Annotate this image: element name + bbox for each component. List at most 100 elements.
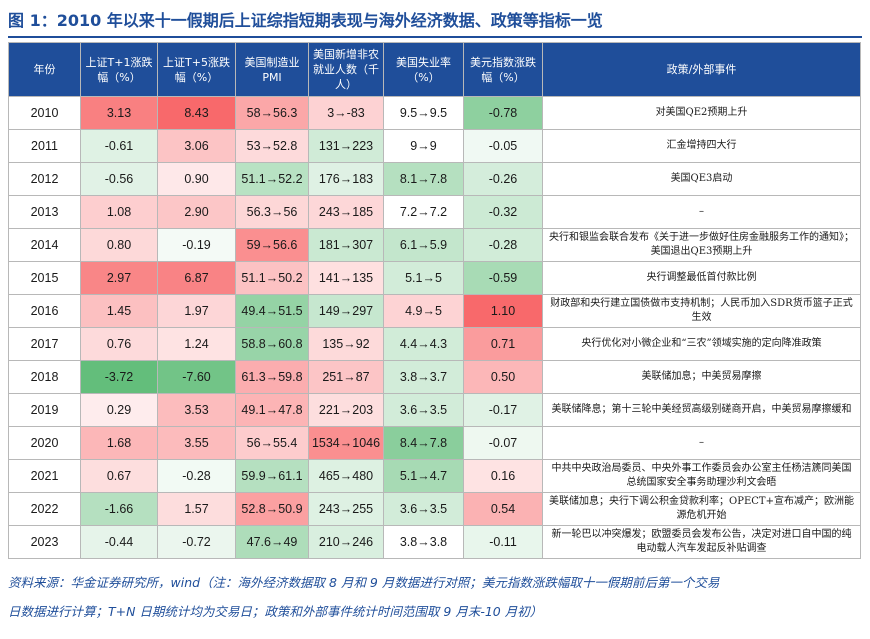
table-row: 2017 0.76 1.24 58.8→60.8 135→92 4.4→4.3 0.71 央行… xyxy=(8,327,861,361)
source-note-line-1: 资料来源：华金证券研究所，wind（注：海外经济数据取 8 月和 9 月数据进行… xyxy=(8,575,720,590)
unemployment-cell: 4.4→4.3 xyxy=(383,327,464,361)
nfp-cell: 243→255 xyxy=(308,492,384,526)
usd-index-cell: -0.28 xyxy=(463,228,543,262)
unemployment-cell: 4.9→5 xyxy=(383,294,464,328)
source-note: 资料来源：华金证券研究所，wind（注：海外经济数据取 8 月和 9 月数据进行… xyxy=(8,568,862,626)
year-cell: 2020 xyxy=(8,426,81,460)
nfp-cell: 141→135 xyxy=(308,261,384,295)
unemployment-cell: 8.4→7.8 xyxy=(383,426,464,460)
table-row: 2020 1.68 3.55 56→55.4 1534→1046 8.4→7.8 -0.07… xyxy=(8,426,861,460)
t5-cell: 1.24 xyxy=(157,327,236,361)
usd-index-cell: -0.05 xyxy=(463,129,543,163)
t1-cell: 0.76 xyxy=(80,327,158,361)
table-row: 2023 -0.44 -0.72 47.6→49 210→246 3.8→3.8 -0.11… xyxy=(8,525,861,559)
header-t5: 上证T+5涨跌幅（%） xyxy=(157,42,236,97)
unemployment-cell: 9→9 xyxy=(383,129,464,163)
nfp-cell: 210→246 xyxy=(308,525,384,559)
pmi-cell: 61.3→59.8 xyxy=(235,360,309,394)
event-cell: 财政部和央行建立国债做市支持机制；人民币加入SDR货币篮子正式生效 xyxy=(542,294,861,328)
pmi-cell: 49.1→47.8 xyxy=(235,393,309,427)
table-row: 2013 1.08 2.90 56.3→56 243→185 7.2→7.2 -0.32– xyxy=(8,195,861,229)
header-t1: 上证T+1涨跌幅（%） xyxy=(80,42,158,97)
year-cell: 2018 xyxy=(8,360,81,394)
event-cell: 央行和银监会联合发布《关于进一步做好住房金融服务工作的通知》；美国退出QE3预期… xyxy=(542,228,861,262)
table-row: 2014 0.80 -0.19 59→56.6 181→307 6.1→5.9 -0.28 央… xyxy=(8,228,861,262)
t1-cell: -0.44 xyxy=(80,525,158,559)
year-cell: 2013 xyxy=(8,195,81,229)
header-year: 年份 xyxy=(8,42,81,97)
year-cell: 2010 xyxy=(8,96,81,130)
nfp-cell: 243→185 xyxy=(308,195,384,229)
pmi-cell: 51.1→50.2 xyxy=(235,261,309,295)
year-cell: 2014 xyxy=(8,228,81,262)
event-cell: 美联储降息；第十三轮中美经贸高级别磋商开启，中美贸易摩擦缓和 xyxy=(542,393,861,427)
header-unemployment: 美国失业率（%） xyxy=(383,42,464,97)
year-cell: 2019 xyxy=(8,393,81,427)
usd-index-cell: 0.16 xyxy=(463,459,543,493)
pmi-cell: 52.8→50.9 xyxy=(235,492,309,526)
table-row: 2016 1.45 1.97 49.4→51.5 149→297 4.9→5 1.10 财政部… xyxy=(8,294,861,328)
t1-cell: 3.13 xyxy=(80,96,158,130)
pmi-cell: 58.8→60.8 xyxy=(235,327,309,361)
usd-index-cell: 0.54 xyxy=(463,492,543,526)
t5-cell: -0.19 xyxy=(157,228,236,262)
t1-cell: -0.61 xyxy=(80,129,158,163)
t1-cell: -1.66 xyxy=(80,492,158,526)
nfp-cell: 131→223 xyxy=(308,129,384,163)
t5-cell: 1.57 xyxy=(157,492,236,526)
usd-index-cell: -0.78 xyxy=(463,96,543,130)
nfp-cell: 149→297 xyxy=(308,294,384,328)
usd-index-cell: -0.32 xyxy=(463,195,543,229)
unemployment-cell: 5.1→5 xyxy=(383,261,464,295)
nfp-cell: 135→92 xyxy=(308,327,384,361)
nfp-cell: 3→-83 xyxy=(308,96,384,130)
nfp-cell: 251→87 xyxy=(308,360,384,394)
pmi-cell: 51.1→52.2 xyxy=(235,162,309,196)
usd-index-cell: -0.26 xyxy=(463,162,543,196)
usd-index-cell: 0.71 xyxy=(463,327,543,361)
pmi-cell: 56.3→56 xyxy=(235,195,309,229)
usd-index-cell: -0.17 xyxy=(463,393,543,427)
usd-index-cell: 0.50 xyxy=(463,360,543,394)
pmi-cell: 53→52.8 xyxy=(235,129,309,163)
pmi-cell: 59.9→61.1 xyxy=(235,459,309,493)
event-cell: 中共中央政治局委员、中央外事工作委员会办公室主任杨洁篪同美国总统国家安全事务助理… xyxy=(542,459,861,493)
table-row: 2011 -0.61 3.06 53→52.8 131→223 9→9 -0.05 汇金增持四… xyxy=(8,129,861,163)
event-cell: 汇金增持四大行 xyxy=(542,129,861,163)
nfp-cell: 176→183 xyxy=(308,162,384,196)
t1-cell: 1.08 xyxy=(80,195,158,229)
event-cell: – xyxy=(542,195,861,229)
unemployment-cell: 8.1→7.8 xyxy=(383,162,464,196)
pmi-cell: 47.6→49 xyxy=(235,525,309,559)
t5-cell: -7.60 xyxy=(157,360,236,394)
pmi-cell: 56→55.4 xyxy=(235,426,309,460)
year-cell: 2021 xyxy=(8,459,81,493)
header-usd-index: 美元指数涨跌幅（%） xyxy=(463,42,543,97)
figure-title: 图 1：2010 年以来十一假期后上证综指短期表现与海外经济数据、政策等指标一览 xyxy=(8,11,603,30)
event-cell: 美国QE3启动 xyxy=(542,162,861,196)
t5-cell: -0.28 xyxy=(157,459,236,493)
data-table: 年份 上证T+1涨跌幅（%） 上证T+5涨跌幅（%） 美国制造业PMI 美国新增… xyxy=(8,42,861,559)
header-nfp: 美国新增非农就业人数（千人） xyxy=(308,42,384,97)
t5-cell: -0.72 xyxy=(157,525,236,559)
t1-cell: -3.72 xyxy=(80,360,158,394)
t5-cell: 3.55 xyxy=(157,426,236,460)
t1-cell: 0.29 xyxy=(80,393,158,427)
year-cell: 2017 xyxy=(8,327,81,361)
table-row: 2022 -1.66 1.57 52.8→50.9 243→255 3.6→3.5 0.54… xyxy=(8,492,861,526)
table-row: 2021 0.67 -0.28 59.9→61.1 465→480 5.1→4.7 0.16… xyxy=(8,459,861,493)
event-cell: 对美国QE2预期上升 xyxy=(542,96,861,130)
unemployment-cell: 3.6→3.5 xyxy=(383,393,464,427)
year-cell: 2023 xyxy=(8,525,81,559)
header-event: 政策/外部事件 xyxy=(542,42,861,97)
t5-cell: 1.97 xyxy=(157,294,236,328)
t5-cell: 0.90 xyxy=(157,162,236,196)
t1-cell: -0.56 xyxy=(80,162,158,196)
source-note-line-2: 日数据进行计算；T+N 日期统计均为交易日；政策和外部事件统计时间范围取 9 月… xyxy=(8,604,543,619)
t1-cell: 1.45 xyxy=(80,294,158,328)
usd-index-cell: -0.11 xyxy=(463,525,543,559)
pmi-cell: 49.4→51.5 xyxy=(235,294,309,328)
t5-cell: 3.06 xyxy=(157,129,236,163)
year-cell: 2022 xyxy=(8,492,81,526)
year-cell: 2016 xyxy=(8,294,81,328)
